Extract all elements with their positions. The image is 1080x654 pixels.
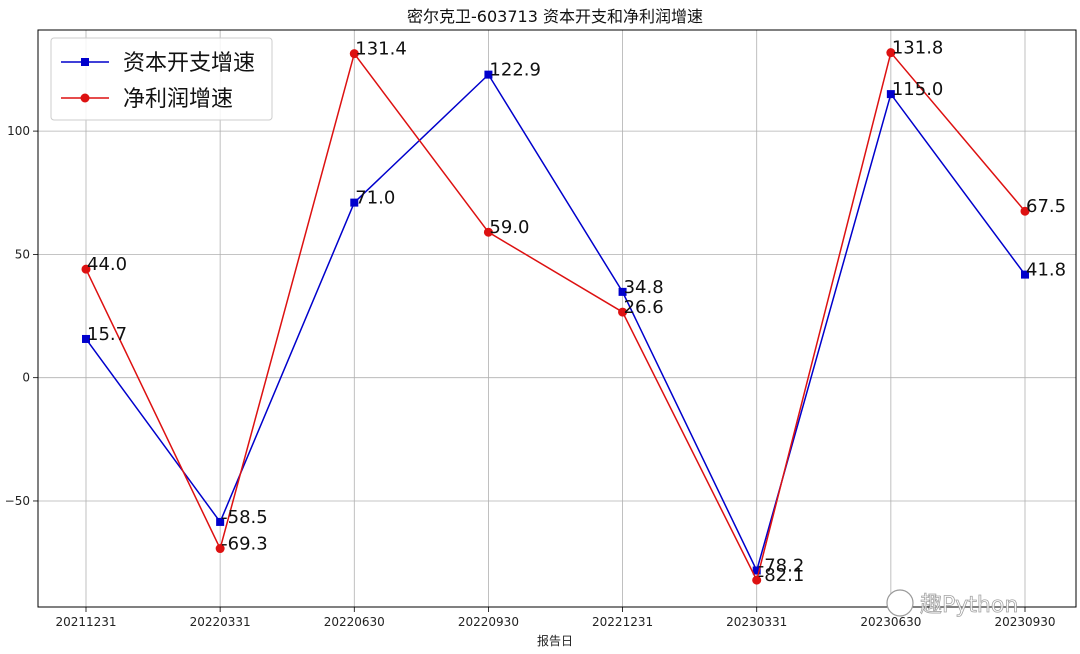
legend-entry: 净利润增速 bbox=[123, 87, 233, 112]
legend-entry: 资本开支增速 bbox=[123, 51, 255, 76]
series-line bbox=[85, 51, 1026, 583]
data-label: 44.0 bbox=[87, 254, 127, 275]
data-point bbox=[82, 334, 90, 343]
legend-box bbox=[50, 37, 273, 121]
data-label: -58.5 bbox=[221, 507, 268, 528]
data-point bbox=[1020, 206, 1030, 216]
y-tick-label: 100 bbox=[7, 124, 30, 138]
x-tick-label: 20230630 bbox=[860, 615, 921, 629]
data-label: 15.7 bbox=[87, 324, 127, 345]
data-point bbox=[752, 575, 762, 585]
y-tick-label: 50 bbox=[15, 247, 30, 261]
watermark: 趣Python bbox=[886, 589, 1019, 618]
legend-marker bbox=[80, 93, 90, 103]
axes: 20211231 20220331 20220630 20220930 20221231… bbox=[5, 29, 1077, 629]
data-point bbox=[81, 264, 91, 274]
data-point bbox=[350, 198, 359, 207]
data-label: 59.0 bbox=[489, 217, 529, 238]
data-label: 131.8 bbox=[892, 38, 944, 59]
data-point bbox=[349, 49, 359, 59]
data-label: 131.4 bbox=[355, 39, 407, 60]
data-point bbox=[618, 307, 628, 317]
wechat-icon bbox=[886, 589, 914, 617]
series-line bbox=[85, 73, 1026, 573]
x-axis-label: 报告日 bbox=[537, 633, 573, 648]
data-point bbox=[886, 48, 896, 58]
data-point bbox=[484, 70, 493, 79]
data-label: 67.5 bbox=[1026, 196, 1066, 217]
plot-frame bbox=[37, 29, 1077, 608]
data-point bbox=[886, 90, 895, 99]
data-point bbox=[1021, 270, 1029, 279]
x-tick-label: 20230331 bbox=[726, 615, 787, 629]
data-label: -82.1 bbox=[758, 565, 805, 586]
data-point bbox=[216, 517, 225, 526]
data-label: -69.3 bbox=[221, 534, 268, 555]
data-point bbox=[752, 566, 761, 575]
y-tick-label: 0 bbox=[22, 371, 30, 385]
grid bbox=[38, 30, 1076, 607]
data-label: 71.0 bbox=[355, 188, 395, 209]
data-label: -78.2 bbox=[758, 556, 805, 577]
data-point bbox=[618, 287, 627, 296]
data-point bbox=[215, 544, 225, 554]
data-label: 41.8 bbox=[1026, 260, 1066, 281]
x-tick-label: 20220331 bbox=[190, 615, 251, 629]
watermark-text: 趣Python bbox=[920, 593, 1018, 618]
data-point bbox=[483, 227, 493, 237]
legend-marker bbox=[81, 58, 89, 66]
y-tick-label: −50 bbox=[5, 494, 30, 508]
x-tick-label: 20230930 bbox=[994, 615, 1055, 629]
x-tick-label: 20220630 bbox=[324, 615, 385, 629]
x-tick-label: 20220930 bbox=[458, 615, 519, 629]
data-label: 122.9 bbox=[489, 60, 541, 81]
chart-title: 密尔克卫-603713 资本开支和净利润增速 bbox=[407, 7, 703, 26]
data-label: 26.6 bbox=[624, 297, 664, 318]
data-labels: 15.7 -58.5 71.0 122.9 34.8 -78.2 115.0 41.8 44.0… bbox=[87, 38, 1066, 586]
x-tick-label: 20211231 bbox=[55, 615, 116, 629]
x-tick-label: 20221231 bbox=[592, 615, 653, 629]
series-layer bbox=[81, 48, 1030, 585]
data-label: 34.8 bbox=[624, 277, 664, 298]
data-label: 115.0 bbox=[892, 79, 944, 100]
